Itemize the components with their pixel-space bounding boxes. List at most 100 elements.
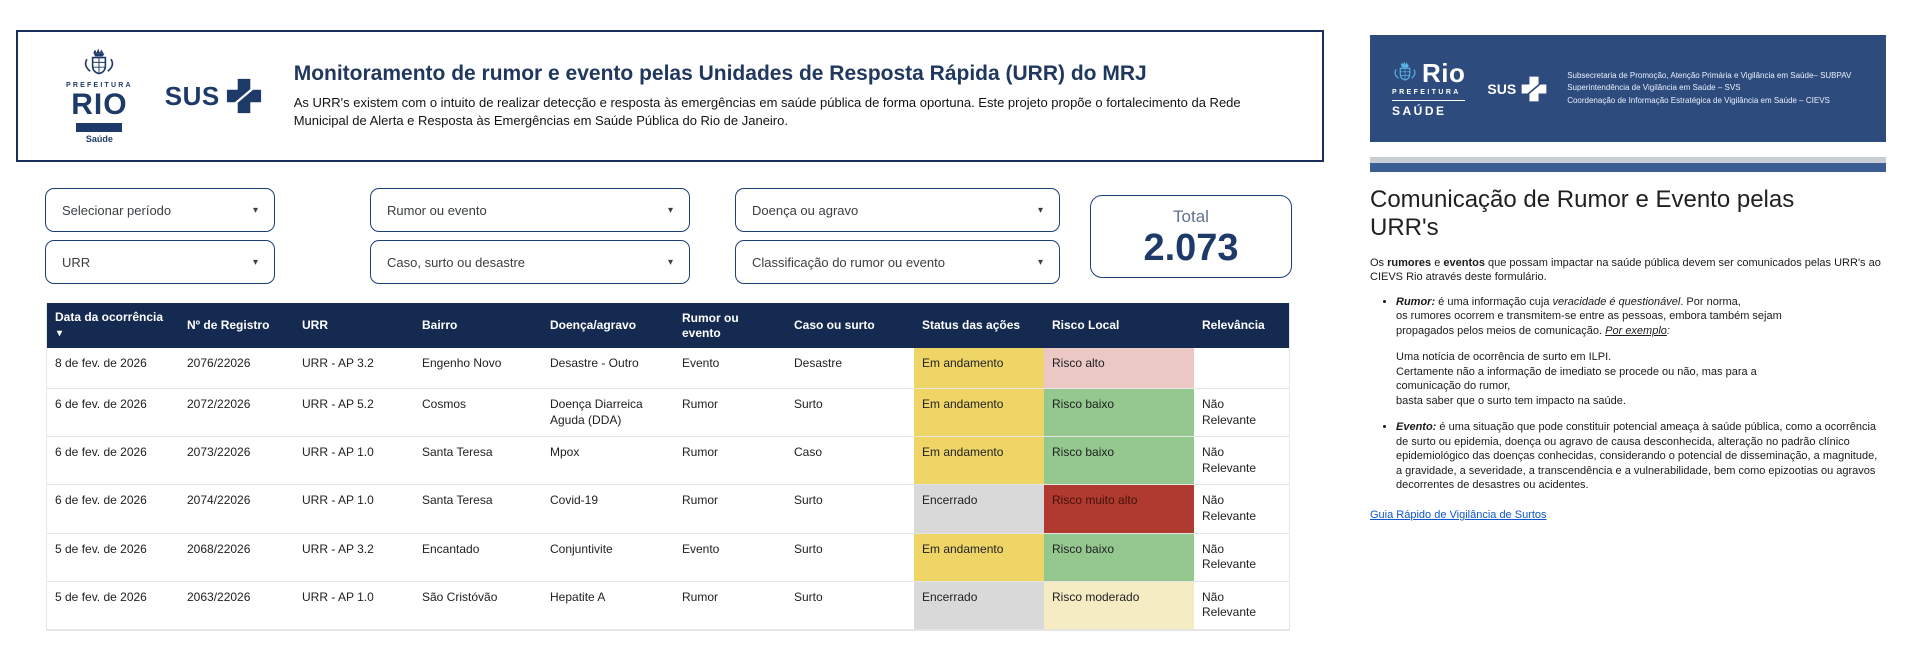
cell-data: 5 de fev. de 2026 <box>47 581 179 630</box>
info-bullet-list: Rumor: é uma informação cuja veracidade … <box>1370 295 1886 493</box>
chevron-down-icon: ▾ <box>667 256 673 268</box>
filter-caso-surto-desastre[interactable]: Caso, surto ou desastre ▾ <box>370 240 690 284</box>
cell-risco: Risco baixo <box>1044 533 1194 582</box>
cell-doenca: Hepatite A <box>542 581 674 630</box>
cell-registro: 2073/22026 <box>179 436 294 486</box>
cell-rumor_evento: Rumor <box>674 388 786 438</box>
sus-cross-icon <box>226 78 261 114</box>
filter-urr[interactable]: URR ▾ <box>45 240 275 284</box>
column-header-risco[interactable]: Risco Local <box>1044 303 1194 348</box>
prefeitura-label: PREFEITURA <box>66 82 133 89</box>
cell-caso_surto: Desastre <box>786 348 914 389</box>
info-intro: Os rumores e eventos que possam impactar… <box>1370 256 1881 284</box>
cell-status: Encerrado <box>914 484 1044 534</box>
cell-risco: Risco moderado <box>1044 581 1194 630</box>
cell-rumor_evento: Evento <box>674 348 786 389</box>
column-header-registro[interactable]: Nº de Registro <box>179 303 294 348</box>
cell-status: Em andamento <box>914 436 1044 486</box>
saude-label: SAÚDE <box>1392 104 1447 118</box>
column-header-doenca[interactable]: Doença/agravo <box>542 303 674 348</box>
rio-crest-icon <box>1394 61 1416 81</box>
info-title: Comunicação de Rumor e Evento pelas URR'… <box>1370 186 1795 242</box>
guia-rapido-link[interactable]: Guia Rápido de Vigilância de Surtos <box>1370 508 1547 521</box>
separator-bar-gray <box>1370 157 1886 163</box>
rio-label: Rio <box>1422 58 1466 88</box>
header-text: Monitoramento de rumor e evento pelas Un… <box>294 62 1302 129</box>
filter-rumor-ou-evento[interactable]: Rumor ou evento ▾ <box>370 188 690 232</box>
org-lines: Subsecretaria de Promoção, Atenção Primá… <box>1567 70 1851 107</box>
column-header-rumor-evento[interactable]: Rumor ou evento <box>674 303 786 348</box>
cell-caso_surto: Surto <box>786 533 914 582</box>
cell-bairro: Santa Teresa <box>414 436 542 486</box>
cell-relevancia: Não Relevante <box>1194 581 1289 630</box>
cell-doenca: Covid-19 <box>542 484 674 534</box>
cell-status: Em andamento <box>914 348 1044 389</box>
filter-label: Classificação do rumor ou evento <box>752 254 945 270</box>
cell-urr: URR - AP 3.2 <box>294 348 414 389</box>
prefeitura-rio-logo: PREFEITURA RIO Saúde <box>66 48 133 144</box>
cell-relevancia: Não Relevante <box>1194 533 1289 582</box>
logo-bar <box>76 123 123 132</box>
filter-doenca-ou-agravo[interactable]: Doença ou agravo ▾ <box>735 188 1060 232</box>
column-header-caso-surto[interactable]: Caso ou surto <box>786 303 914 348</box>
cell-status: Em andamento <box>914 533 1044 582</box>
table-row: 6 de fev. de 2026 2073/22026 URR - AP 1.0 S… <box>47 436 1289 486</box>
cell-registro: 2076/22026 <box>179 348 294 389</box>
cell-urr: URR - AP 5.2 <box>294 388 414 438</box>
cell-rumor_evento: Rumor <box>674 484 786 534</box>
filter-label: Doença ou agravo <box>752 202 859 218</box>
cell-rumor_evento: Rumor <box>674 581 786 630</box>
info-panel: Rio PREFEITURA SAÚDE SUS Subsecretaria d… <box>1370 35 1886 523</box>
cell-urr: URR - AP 1.0 <box>294 581 414 630</box>
column-header-data-ocorrencia[interactable]: Data da ocorrência ▾ <box>47 303 179 348</box>
column-header-status[interactable]: Status das ações <box>914 303 1044 348</box>
table-body: 8 de fev. de 2026 2076/22026 URR - AP 3.2 E… <box>47 348 1289 630</box>
filter-selecionar-periodo[interactable]: Selecionar período ▾ <box>45 188 275 232</box>
chevron-down-icon: ▾ <box>1037 256 1043 268</box>
cell-relevancia: Não Relevante <box>1194 436 1289 486</box>
column-header-bairro[interactable]: Bairro <box>414 303 542 348</box>
filter-label: Caso, surto ou desastre <box>387 254 526 270</box>
cell-data: 6 de fev. de 2026 <box>47 388 179 438</box>
rio-saude-logo: Rio PREFEITURA SAÚDE <box>1392 58 1466 118</box>
column-header-urr[interactable]: URR <box>294 303 414 348</box>
filter-label: URR <box>62 254 91 270</box>
org-line: Subsecretaria de Promoção, Atenção Primá… <box>1567 70 1852 80</box>
filter-classificacao[interactable]: Classificação do rumor ou evento ▾ <box>735 240 1060 284</box>
cell-urr: URR - AP 3.2 <box>294 533 414 582</box>
cell-urr: URR - AP 1.0 <box>294 436 414 486</box>
page-title: Monitoramento de rumor e evento pelas Un… <box>293 62 1147 86</box>
chevron-down-icon: ▾ <box>252 204 258 216</box>
cell-caso_surto: Surto <box>786 388 914 438</box>
cell-caso_surto: Surto <box>786 484 914 534</box>
separator-bar-blue <box>1370 163 1886 172</box>
column-header-relevancia[interactable]: Relevância <box>1194 303 1289 348</box>
sus-cross-icon <box>1521 76 1547 101</box>
rio-label: RIO <box>71 88 128 121</box>
cell-risco: Risco muito alto <box>1044 484 1194 534</box>
cell-registro: 2068/22026 <box>179 533 294 582</box>
saude-label: Saúde <box>85 134 113 144</box>
chevron-down-icon: ▾ <box>252 256 258 268</box>
rio-crest-icon <box>85 48 114 75</box>
logo-divider <box>1392 100 1466 101</box>
report-header: PREFEITURA RIO Saúde SUS Monitoramento d… <box>16 30 1324 162</box>
cell-risco: Risco alto <box>1044 348 1194 389</box>
cell-bairro: Santa Teresa <box>414 484 542 534</box>
cell-risco: Risco baixo <box>1044 436 1194 486</box>
cell-risco: Risco baixo <box>1044 388 1194 438</box>
filter-label: Rumor ou evento <box>387 202 487 218</box>
chevron-down-icon: ▾ <box>1037 204 1043 216</box>
cell-registro: 2074/22026 <box>179 484 294 534</box>
records-table: Data da ocorrência ▾ Nº de Registro URR … <box>46 303 1290 631</box>
cell-bairro: Encantado <box>414 533 542 582</box>
chevron-down-icon: ▾ <box>667 204 673 216</box>
table-header-row: Data da ocorrência ▾ Nº de Registro URR … <box>47 303 1289 348</box>
total-value: 2.073 <box>1143 226 1239 269</box>
cell-registro: 2072/22026 <box>179 388 294 438</box>
cell-registro: 2063/22026 <box>179 581 294 630</box>
sus-label: SUS <box>164 80 220 111</box>
sus-logo: SUS <box>1487 76 1547 102</box>
cell-data: 6 de fev. de 2026 <box>47 484 179 534</box>
